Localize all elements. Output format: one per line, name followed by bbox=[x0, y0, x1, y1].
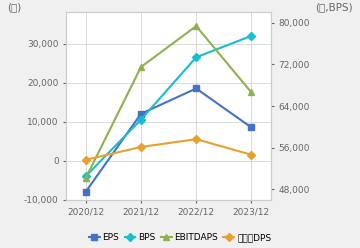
EBITDAPS bbox=[249, 91, 253, 94]
보통주DPS bbox=[139, 146, 143, 149]
Legend: EPS, BPS, EBITDAPS, 보통주DPS: EPS, BPS, EBITDAPS, 보통주DPS bbox=[85, 230, 275, 246]
보통주DPS bbox=[194, 138, 198, 141]
EPS bbox=[84, 190, 88, 193]
Line: EPS: EPS bbox=[83, 86, 254, 195]
EBITDAPS bbox=[139, 65, 143, 68]
BPS bbox=[139, 118, 143, 121]
EPS bbox=[194, 87, 198, 90]
Y-axis label: (원): (원) bbox=[7, 2, 21, 12]
Y-axis label: (원,BPS): (원,BPS) bbox=[315, 2, 353, 12]
EPS bbox=[139, 112, 143, 115]
EBITDAPS bbox=[194, 25, 198, 28]
EPS bbox=[249, 126, 253, 129]
보통주DPS bbox=[84, 158, 88, 161]
BPS bbox=[84, 175, 88, 178]
BPS bbox=[249, 34, 253, 37]
Line: EBITDAPS: EBITDAPS bbox=[82, 23, 255, 182]
EBITDAPS bbox=[84, 177, 88, 180]
Line: BPS: BPS bbox=[83, 33, 254, 179]
보통주DPS bbox=[249, 153, 253, 156]
BPS bbox=[194, 56, 198, 59]
Line: 보통주DPS: 보통주DPS bbox=[83, 136, 254, 163]
